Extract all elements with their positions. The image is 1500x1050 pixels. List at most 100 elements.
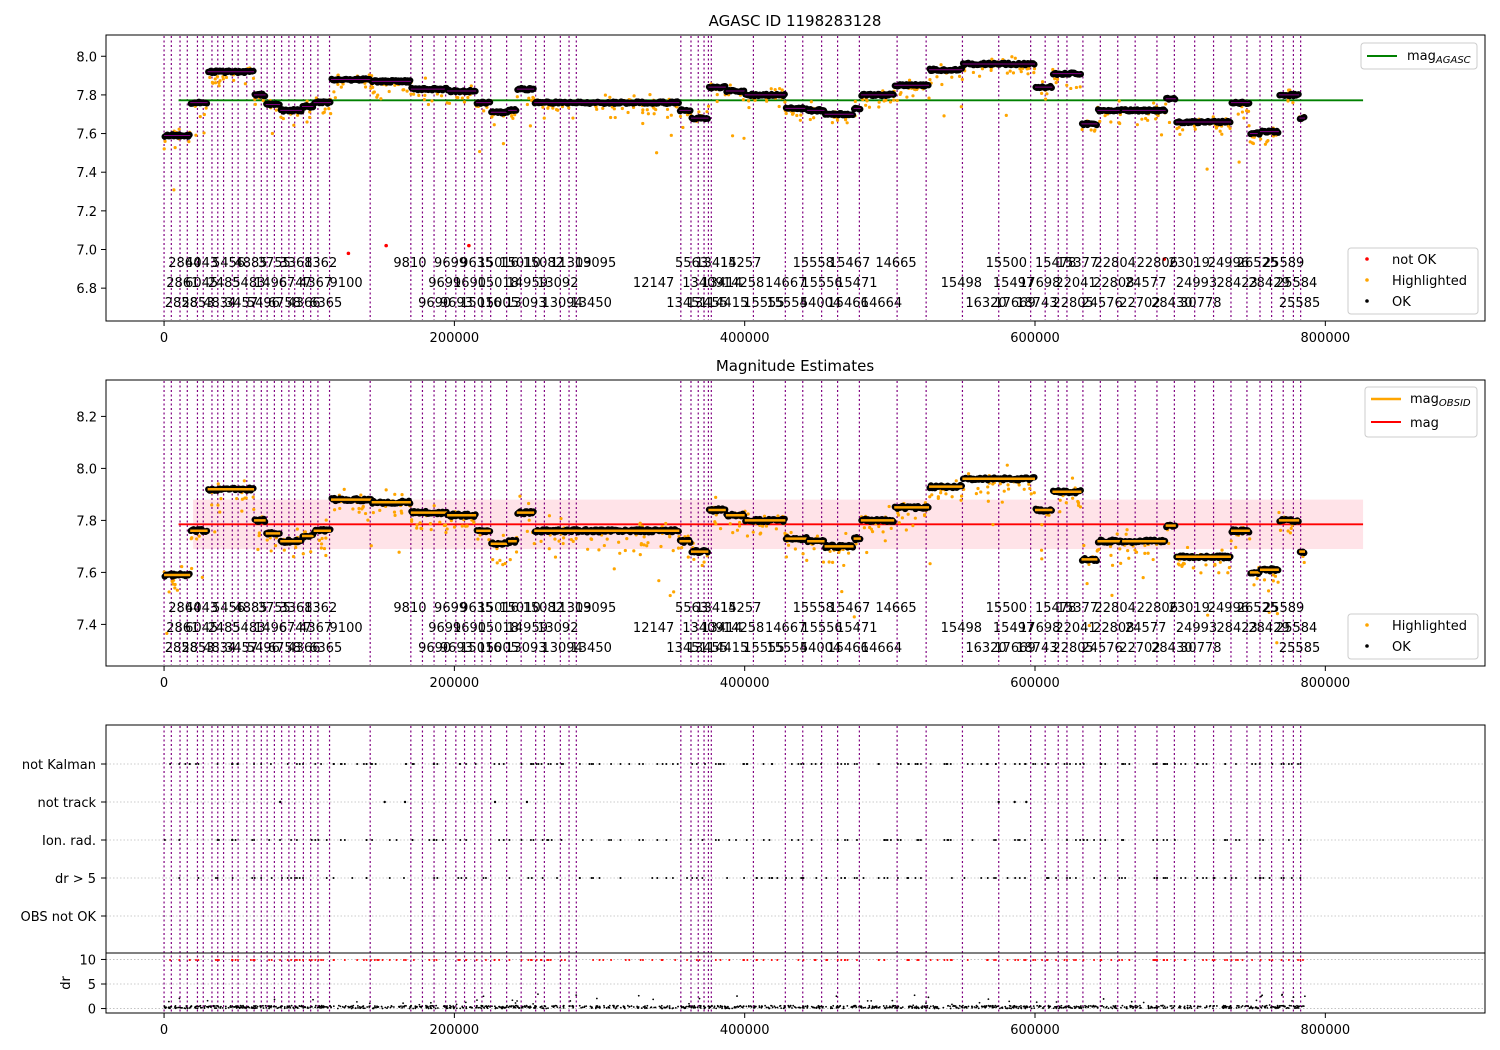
dr-point: [302, 1007, 305, 1009]
agasc-obsid-label: 24996: [1208, 256, 1249, 271]
agasc-highlighted-point: [261, 98, 265, 103]
agasc-highlighted-point: [208, 75, 212, 80]
dr-capped-point: [402, 958, 405, 961]
flag-not-kalman-point: [1082, 763, 1085, 765]
agasc-highlighted-point: [172, 188, 176, 192]
dr-point: [326, 1006, 329, 1009]
agasc-highlighted-point: [333, 96, 337, 100]
flag-not-kalman-point: [1055, 763, 1058, 765]
magnitude-highlighted-point: [360, 507, 364, 511]
flag-not-kalman-point: [1258, 763, 1261, 765]
magnitude-highlighted-point: [195, 537, 199, 541]
dr-capped-point: [1271, 958, 1274, 961]
agasc-ok-point: [406, 77, 414, 84]
dr-point: [888, 1006, 890, 1009]
flag-ion-rad-point: [899, 839, 902, 841]
agasc-highlighted-point: [783, 100, 787, 104]
agasc-highlighted-point: [515, 95, 519, 99]
legend-ok-2: OK: [1392, 640, 1411, 655]
dr-point: [937, 1007, 940, 1010]
agasc-ok-point: [1171, 96, 1179, 103]
dr-point: [794, 1006, 797, 1009]
flag-not-kalman-point: [286, 763, 289, 765]
agasc-highlighted-point: [1135, 123, 1139, 127]
dr-point: [764, 1004, 767, 1007]
magnitude-highlighted-point: [897, 521, 901, 525]
dr-point: [1033, 1007, 1036, 1009]
flag-not-kalman-point: [474, 763, 477, 765]
agasc-obsid-label: 13409: [682, 276, 723, 291]
dr-point: [682, 1005, 685, 1008]
dr-capped-point: [1017, 958, 1020, 961]
agasc-highlighted-point: [620, 106, 624, 111]
dr-point: [748, 1005, 750, 1008]
agasc-obsid-label: 25589: [1263, 256, 1304, 271]
magnitude-highlighted-point: [268, 536, 272, 540]
dr-capped-point: [855, 958, 858, 961]
dr-capped-point: [762, 958, 765, 961]
magnitude-obsid-label: 24576: [1081, 641, 1122, 656]
flag-dr5-point: [1230, 877, 1233, 879]
agasc-obsid-label: 4043: [185, 256, 218, 271]
agasc-ytick-label: 8.0: [76, 50, 97, 65]
dr-point: [356, 1005, 359, 1007]
magnitude-obsid-label: 14257: [720, 601, 761, 616]
flag-not-kalman-point: [661, 763, 664, 765]
dr-point: [704, 1006, 707, 1009]
agasc-highlighted-point: [681, 125, 685, 130]
magnitude-obsid-label: 9699: [434, 601, 467, 616]
magnitude-highlighted-point: [865, 550, 869, 555]
flag-not-kalman-point: [797, 763, 800, 765]
flag-ion-rad-point: [656, 839, 659, 841]
dr-point: [1010, 1007, 1013, 1010]
flag-ion-rad-point: [560, 839, 563, 841]
magnitude-highlighted-point: [359, 493, 363, 497]
magnitude-highlighted-point: [498, 558, 502, 562]
magnitude-highlighted-point: [532, 541, 536, 546]
agasc-highlighted-point: [423, 76, 428, 80]
magnitude-highlighted-point: [590, 537, 594, 541]
flag-dr5-point: [294, 877, 297, 879]
dr-point: [1205, 1006, 1208, 1008]
agasc-highlighted-point: [224, 75, 229, 80]
magnitude-obsid-label: 5456: [212, 601, 245, 616]
dr-point: [1139, 1004, 1141, 1007]
agasc-highlighted-point: [525, 102, 529, 107]
dr-point: [719, 1004, 722, 1007]
agasc-highlighted-point: [426, 102, 431, 107]
agasc-highlighted-point: [753, 98, 757, 102]
flag-not-kalman-point: [260, 763, 263, 765]
dr-capped-point: [639, 958, 642, 961]
flag-ion-rad-point: [529, 839, 532, 841]
magnitude-highlighted-point: [974, 492, 978, 496]
magnitude-panel: Magnitude Estimates 28644043545648853755…: [76, 357, 1486, 691]
dr-capped-point: [651, 958, 654, 961]
agasc-obsid-label: 15016: [478, 256, 519, 271]
dr-capped-point: [314, 958, 317, 961]
dr-capped-point: [907, 958, 910, 961]
magnitude-obsid-label: 2853: [181, 641, 214, 656]
agasc-obsid-label: 13094: [541, 296, 582, 311]
dr-capped-point: [993, 958, 996, 961]
flag-dr5-point: [527, 877, 530, 879]
dr-point: [1169, 1005, 1172, 1007]
agasc-highlighted-point: [765, 99, 769, 103]
dr-point: [255, 1007, 258, 1009]
agasc-obsid-label: 14665: [875, 256, 916, 271]
flag-not-kalman-point: [590, 763, 593, 765]
agasc-highlighted-point: [541, 105, 545, 109]
dr-capped-point: [1032, 958, 1035, 961]
dr-point: [891, 1006, 893, 1009]
dr-capped-point: [1251, 958, 1254, 961]
agasc-ok-point: [721, 82, 729, 90]
agasc-highlighted-point: [939, 63, 943, 67]
magnitude-highlighted-point: [1271, 573, 1276, 577]
agasc-highlighted-point: [1164, 102, 1168, 106]
dr-point: [957, 1007, 960, 1010]
magnitude-highlighted-point: [324, 518, 328, 522]
flag-not-track-point: [1013, 800, 1016, 804]
dr-point: [595, 1006, 597, 1009]
dr-point: [830, 1006, 832, 1008]
agasc-highlighted-point: [402, 88, 406, 92]
dr-point: [410, 1004, 413, 1007]
